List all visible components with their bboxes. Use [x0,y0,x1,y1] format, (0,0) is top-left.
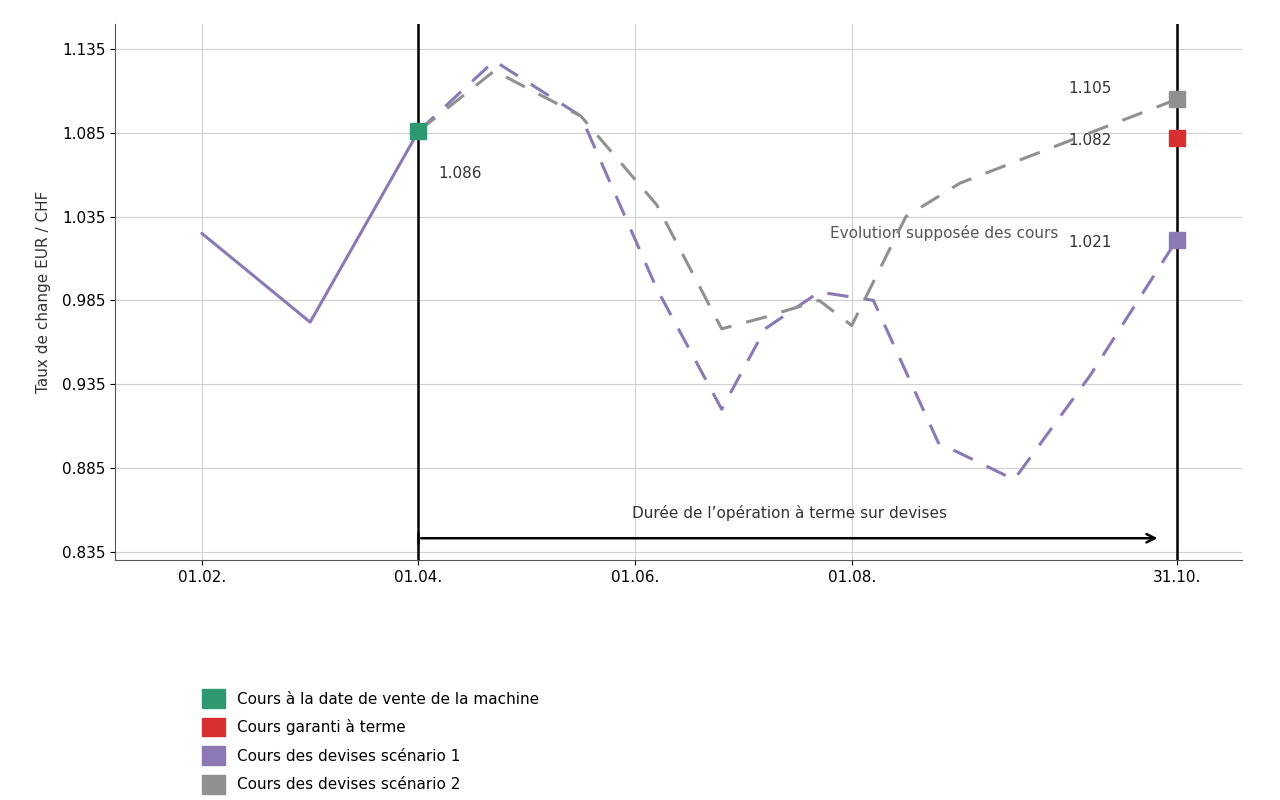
Text: 1.105: 1.105 [1069,81,1112,96]
Text: Durée de l’opération à terme sur devises: Durée de l’opération à terme sur devises [632,506,947,522]
Y-axis label: Taux de change EUR / CHF: Taux de change EUR / CHF [36,191,51,393]
Text: 1.021: 1.021 [1069,234,1112,250]
Text: 1.086: 1.086 [438,166,481,181]
Legend: Cours à la date de vente de la machine, Cours garanti à terme, Cours des devises: Cours à la date de vente de la machine, … [202,690,539,794]
Text: 1.082: 1.082 [1069,133,1112,147]
Text: Evolution supposée des cours: Evolution supposée des cours [829,226,1059,242]
